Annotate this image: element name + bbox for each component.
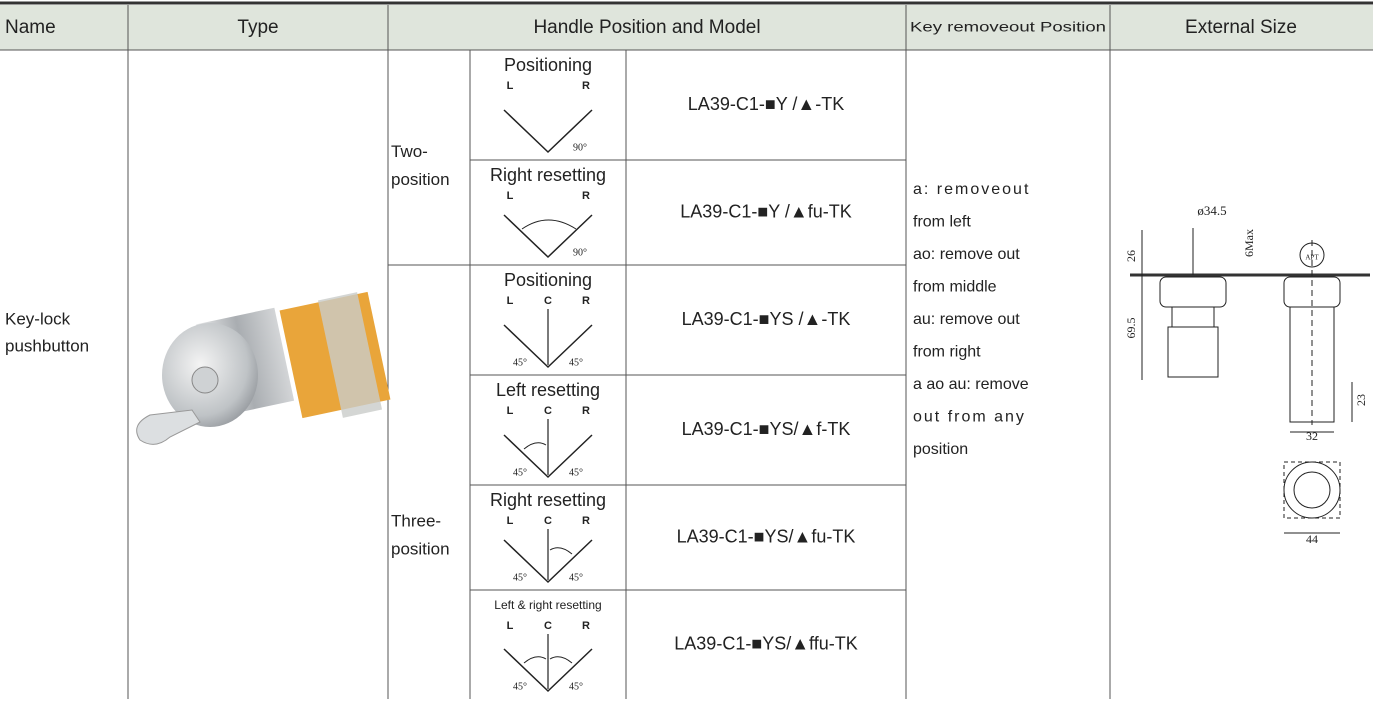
diagram-caption: Positioning (504, 270, 592, 290)
diagram-letter: R (582, 80, 590, 92)
diagram-angle: 45° (513, 467, 527, 478)
key-removeout-line: out from any (913, 409, 1026, 426)
dimension-label: 32 (1306, 429, 1318, 443)
diagram-letter: R (582, 515, 590, 527)
diagram-angle: 90° (573, 142, 587, 153)
diagram-angle: 45° (513, 357, 527, 368)
dimension-label: 23 (1354, 394, 1368, 406)
diagram-letter: L (507, 515, 514, 527)
dimension-label: 6Max (1242, 229, 1256, 257)
model: LA39-C1-■Y /▲fu-TK (680, 201, 851, 221)
diagram-letter: L (507, 405, 514, 417)
diagram-angle: 45° (569, 681, 583, 692)
diagram-letter: R (582, 295, 590, 307)
diagram-angle: 45° (513, 681, 527, 692)
header-cell: Key removeout Position (910, 19, 1106, 35)
diagram-caption: Left & right resetting (494, 598, 601, 612)
model: LA39-C1-■Y /▲-TK (688, 94, 844, 114)
diagram-v (503, 648, 593, 693)
diagram-arc (523, 442, 547, 450)
key-removeout-line: au: remove out (913, 311, 1020, 328)
diagram-caption: Right resetting (490, 165, 606, 185)
dimension-label: ø34.5 (1197, 203, 1226, 218)
header-bg (0, 5, 1373, 50)
diagram-caption: Positioning (504, 55, 592, 75)
dimension-label: 44 (1306, 532, 1318, 546)
key-removeout-line: from left (913, 214, 971, 231)
header-cell: Type (237, 17, 278, 38)
model: LA39-C1-■YS/▲ffu-TK (674, 633, 857, 653)
photo-contact (317, 292, 383, 418)
group-label: position (391, 539, 450, 558)
model: LA39-C1-■YS /▲-TK (682, 309, 851, 329)
photo-key (136, 409, 201, 445)
dimension-label: APT (1305, 254, 1319, 262)
drawing-part (1159, 276, 1227, 308)
photo-lock (191, 366, 219, 394)
diagram-v (503, 539, 593, 584)
key-removeout-line: position (913, 441, 968, 458)
diagram-letter: R (582, 405, 590, 417)
diagram-angle: 45° (569, 467, 583, 478)
drawing-part (1171, 306, 1215, 328)
diagram-caption: Left resetting (496, 380, 600, 400)
diagram-letter: L (507, 295, 514, 307)
diagram-letter: L (507, 80, 514, 92)
diagram-angle: 45° (569, 572, 583, 583)
diagram-v (503, 109, 593, 154)
drawing-part (1283, 461, 1341, 519)
key-removeout-line: from middle (913, 279, 997, 296)
group-label: position (391, 170, 450, 189)
diagram-letter: L (507, 620, 514, 632)
diagram-angle: 90° (573, 247, 587, 258)
dimension-label: 69.5 (1124, 318, 1138, 339)
dimension-label: 26 (1124, 250, 1138, 262)
diagram-caption: Right resetting (490, 490, 606, 510)
diagram-angle: 45° (569, 357, 583, 368)
diagram-letter: C (544, 295, 552, 307)
diagram-letter: R (582, 190, 590, 202)
group-label: Two- (391, 142, 428, 161)
drawing-part (1283, 461, 1341, 519)
diagram-letter: R (582, 620, 590, 632)
header-cell: External Size (1185, 17, 1297, 38)
diagram-arc (521, 219, 577, 230)
drawing-part (1293, 471, 1331, 509)
group-label: Three- (391, 511, 441, 530)
diagram-angle: 45° (513, 572, 527, 583)
diagram-letter: C (544, 405, 552, 417)
name: Key-lock (5, 309, 71, 328)
diagram-arc (549, 656, 573, 664)
header-cell: Handle Position and Model (533, 17, 760, 38)
diagram-letter: L (507, 190, 514, 202)
diagram-v (503, 434, 593, 479)
key-removeout-line: ao: remove out (913, 246, 1020, 263)
model: LA39-C1-■YS/▲f-TK (682, 419, 851, 439)
key-removeout-line: a ao au: remove (913, 376, 1029, 393)
diagram-arc (549, 547, 573, 555)
key-removeout-line: a: removeout (913, 181, 1030, 198)
key-removeout-line: from right (913, 344, 981, 361)
diagram-letter: C (544, 515, 552, 527)
header-cell: Name (5, 17, 56, 38)
diagram-arc (523, 656, 547, 664)
name: pushbutton (5, 336, 89, 355)
diagram-v (503, 214, 593, 259)
diagram-v (503, 324, 593, 369)
diagram-letter: C (544, 620, 552, 632)
drawing-part (1167, 326, 1219, 378)
model: LA39-C1-■YS/▲fu-TK (677, 526, 856, 546)
